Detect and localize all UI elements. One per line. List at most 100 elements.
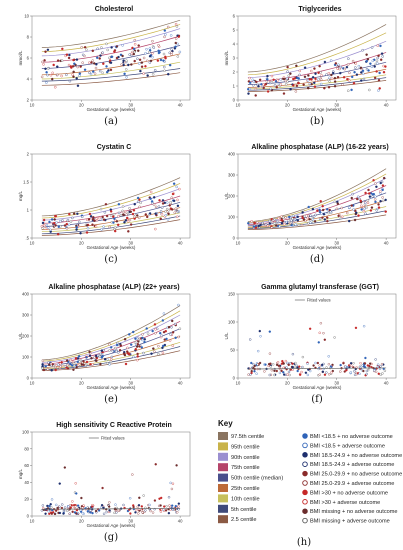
key-title: Key bbox=[218, 419, 233, 428]
panel-f: Gamma glutamyl transferase (GGT)05010015… bbox=[224, 284, 396, 405]
data-point bbox=[376, 70, 378, 72]
group-marker bbox=[303, 509, 308, 514]
data-point bbox=[102, 72, 104, 74]
data-point bbox=[104, 358, 106, 360]
y-tick-label: 300 bbox=[228, 173, 236, 178]
data-point bbox=[157, 345, 159, 347]
data-point bbox=[170, 482, 172, 484]
data-point bbox=[303, 84, 305, 86]
data-point bbox=[177, 205, 179, 207]
data-point bbox=[285, 80, 287, 82]
data-point bbox=[108, 350, 110, 352]
data-point bbox=[108, 501, 110, 503]
y-tick-label: 6 bbox=[27, 56, 30, 61]
data-point bbox=[371, 46, 373, 48]
legend-fitted-label: Fitted values bbox=[307, 298, 331, 303]
data-point bbox=[351, 197, 353, 199]
data-point bbox=[138, 217, 140, 219]
data-point bbox=[81, 507, 83, 509]
data-point bbox=[162, 352, 164, 354]
data-point bbox=[92, 512, 94, 514]
data-point bbox=[136, 214, 138, 216]
x-tick-label: 20 bbox=[79, 241, 84, 246]
data-point bbox=[79, 360, 81, 362]
data-point bbox=[269, 353, 271, 355]
data-point bbox=[47, 67, 49, 69]
data-point bbox=[47, 368, 49, 370]
data-point bbox=[108, 343, 110, 345]
data-point bbox=[103, 507, 105, 509]
group-label: BMI >30 + no adverse outcome bbox=[310, 490, 388, 496]
data-point bbox=[324, 61, 326, 63]
data-point bbox=[99, 55, 101, 57]
data-point bbox=[164, 33, 166, 35]
data-point bbox=[385, 199, 387, 201]
data-point bbox=[141, 505, 143, 507]
data-point bbox=[72, 76, 74, 78]
data-point bbox=[144, 65, 146, 67]
data-point bbox=[377, 364, 379, 366]
data-point bbox=[87, 510, 89, 512]
data-point bbox=[95, 225, 97, 227]
data-point bbox=[368, 192, 370, 194]
data-point bbox=[84, 46, 86, 48]
panel-a: Cholesterol24681010 20 30 40Gestational Age… bbox=[18, 6, 190, 127]
data-point bbox=[132, 213, 134, 215]
panel-g: High sensitivity C Reactive Protein02040… bbox=[18, 422, 190, 543]
data-point bbox=[71, 364, 73, 366]
data-point bbox=[169, 64, 171, 66]
data-point bbox=[346, 78, 348, 80]
data-point bbox=[344, 68, 346, 70]
data-point bbox=[59, 483, 61, 485]
data-point bbox=[288, 75, 290, 77]
data-point bbox=[94, 73, 96, 75]
data-point bbox=[58, 226, 60, 228]
data-point bbox=[158, 498, 160, 500]
data-point bbox=[178, 188, 180, 190]
data-point bbox=[148, 51, 150, 53]
data-point bbox=[278, 217, 280, 219]
data-point bbox=[124, 338, 126, 340]
data-point bbox=[165, 338, 167, 340]
data-point bbox=[375, 186, 377, 188]
data-point bbox=[283, 374, 285, 376]
data-point bbox=[360, 71, 362, 73]
data-point bbox=[99, 70, 101, 72]
data-point bbox=[255, 88, 257, 90]
data-point bbox=[61, 361, 63, 363]
data-point bbox=[113, 51, 115, 53]
data-point bbox=[114, 230, 116, 232]
data-point bbox=[250, 362, 252, 364]
data-point bbox=[95, 360, 97, 362]
data-point bbox=[173, 183, 175, 185]
data-point bbox=[285, 217, 287, 219]
data-point bbox=[292, 84, 294, 86]
data-point bbox=[334, 85, 336, 87]
data-point bbox=[168, 209, 170, 211]
data-point bbox=[256, 221, 258, 223]
data-point bbox=[56, 221, 58, 223]
data-point bbox=[158, 199, 160, 201]
data-point bbox=[285, 221, 287, 223]
panel-title: Alkaline phosphatase (ALP) (16-22 years) bbox=[251, 144, 388, 151]
data-point bbox=[334, 336, 336, 338]
data-point bbox=[94, 356, 96, 358]
data-point bbox=[165, 505, 167, 507]
data-point bbox=[328, 77, 330, 79]
data-point bbox=[353, 208, 355, 210]
data-point bbox=[268, 220, 270, 222]
data-point bbox=[346, 66, 348, 68]
data-point bbox=[319, 209, 321, 211]
data-point bbox=[290, 88, 292, 90]
centile-swatch bbox=[218, 474, 228, 482]
data-point bbox=[330, 74, 332, 76]
data-point bbox=[60, 225, 62, 227]
data-point bbox=[135, 348, 137, 350]
panel-title: Triglycerides bbox=[298, 6, 341, 13]
y-tick-label: 150 bbox=[228, 292, 236, 297]
data-point bbox=[172, 331, 174, 333]
data-point bbox=[100, 507, 102, 509]
data-point bbox=[326, 217, 328, 219]
panel-d: Alkaline phosphatase (ALP) (16-22 years)… bbox=[224, 144, 396, 265]
data-point bbox=[283, 223, 285, 225]
